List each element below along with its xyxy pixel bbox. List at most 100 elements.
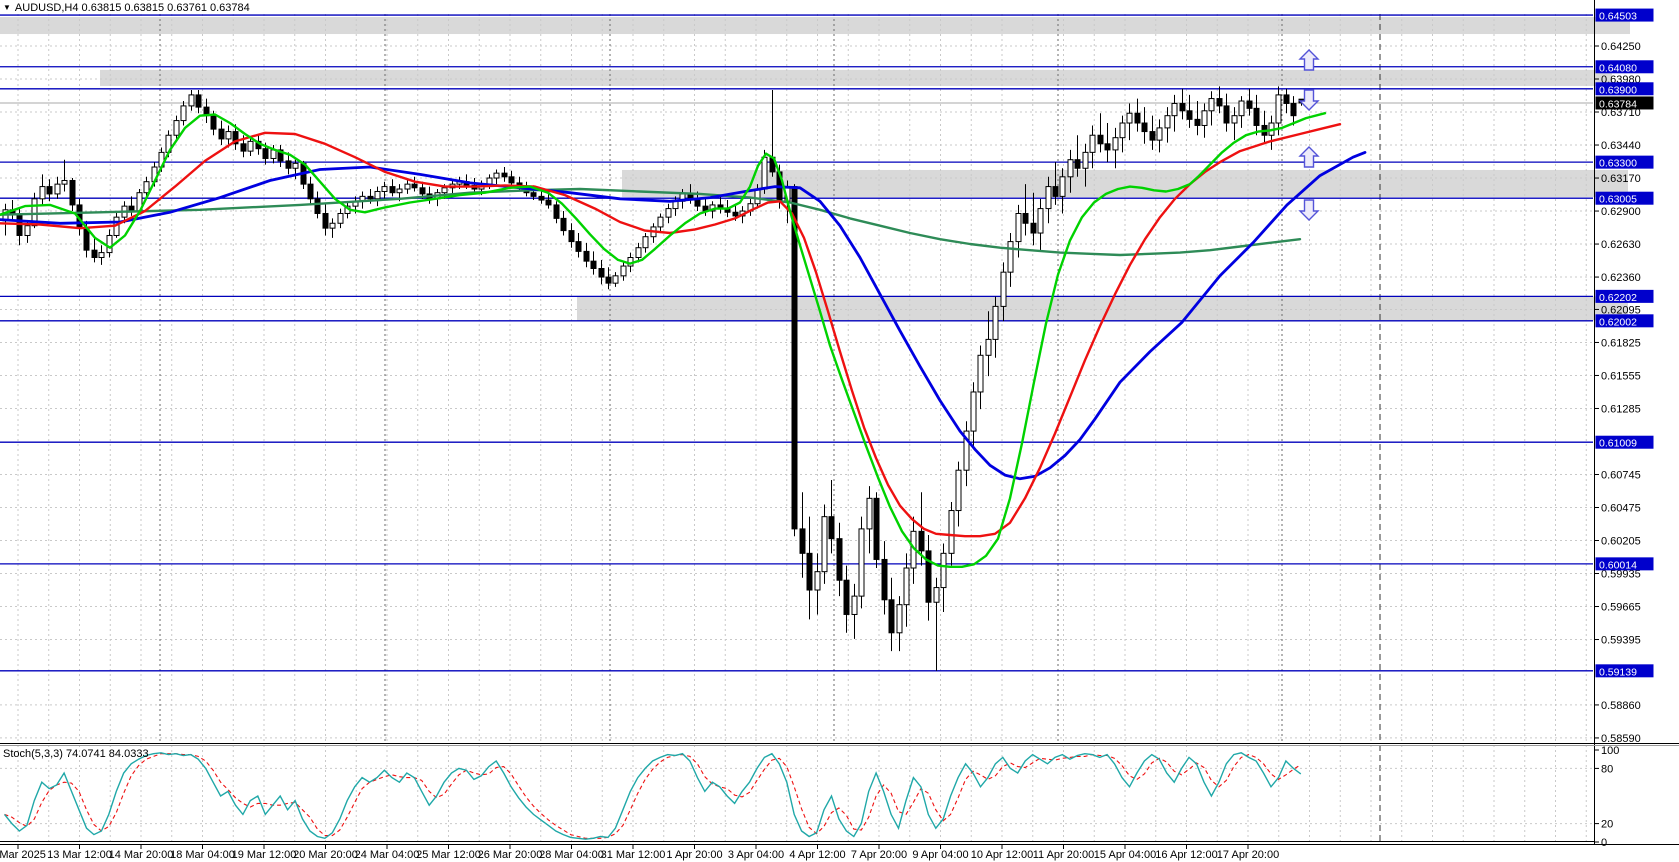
bear-candle [232, 131, 239, 145]
price-level-badge [1595, 155, 1654, 169]
price-tick-label: 0.61285 [1601, 403, 1641, 415]
price-tick-label: 0.63710 [1601, 107, 1641, 119]
bull-candle [821, 516, 828, 573]
stochastic-pane[interactable] [0, 752, 1593, 840]
time-axis-label: 18 Mar 04:00 [170, 849, 235, 861]
bear-candle [1216, 98, 1223, 107]
ma-fast-polyline [0, 111, 1327, 568]
time-axis-label: 13 Mar 12:00 [47, 849, 112, 861]
price-level-badge [1595, 82, 1654, 96]
bull-candle [977, 354, 984, 393]
bull-candle [635, 247, 642, 258]
bear-candle [598, 267, 605, 278]
stoch-tick-label: 0 [1601, 837, 1607, 849]
down-arrow-icon[interactable] [1298, 89, 1320, 111]
bull-candle [948, 510, 955, 554]
bull-candle [39, 186, 46, 200]
price-level-badge [1595, 60, 1654, 74]
trend-arrows[interactable] [1298, 49, 1320, 221]
price-level-badge [1595, 8, 1654, 22]
bull-candle [620, 265, 627, 277]
bull-candle [329, 222, 336, 229]
bear-candle [590, 260, 597, 269]
price-level-label: 0.62002 [1599, 316, 1637, 328]
bear-candle [411, 183, 418, 189]
price-level-label: 0.64080 [1599, 62, 1637, 74]
price-level-label: 0.62202 [1599, 292, 1637, 304]
bull-candle [1119, 122, 1126, 139]
price-tick-label: 0.62095 [1601, 304, 1641, 316]
bear-candle [575, 241, 582, 252]
bear-candle [836, 538, 843, 581]
price-level-badge [1595, 289, 1654, 303]
price-level-label: 0.60014 [1599, 559, 1637, 571]
bull-candle [1156, 127, 1163, 141]
time-axis-label: 4 Apr 12:00 [789, 849, 845, 861]
time-axis-label: 16 Apr 12:00 [1155, 849, 1217, 861]
bear-candle [91, 249, 98, 258]
bull-candle [963, 430, 970, 471]
bull-candle [851, 595, 858, 615]
bull-candle [985, 338, 992, 356]
bull-candle [1059, 176, 1066, 197]
bear-candle [240, 143, 247, 152]
price-level-label: 0.64503 [1599, 11, 1637, 23]
price-tick-label: 0.60475 [1601, 502, 1641, 514]
bull-candle [1126, 112, 1133, 124]
price-axis[interactable]: 0.642500.639800.637100.634400.631700.629… [1594, 0, 1654, 849]
price-tick-label: 0.60205 [1601, 536, 1641, 548]
bull-candle [31, 198, 38, 227]
bear-candle [799, 528, 806, 554]
down-arrow-icon[interactable] [1298, 199, 1320, 221]
chart-title: ▼ AUDUSD,H4 0.63815 0.63815 0.63761 0.637… [3, 2, 250, 14]
bull-candle [180, 105, 187, 122]
time-axis-label: 10 Apr 12:00 [971, 849, 1033, 861]
time-axis-label: 31 Mar 12:00 [601, 849, 666, 861]
symbol-dropdown-icon[interactable]: ▼ [3, 3, 11, 12]
bear-candle [419, 187, 426, 195]
ma-mid-polyline [0, 122, 1342, 538]
bear-candle [888, 599, 895, 634]
current-price-label: 0.63784 [1599, 98, 1637, 110]
bull-candle [1164, 115, 1171, 129]
bear-candle [538, 195, 545, 201]
bear-candle [791, 186, 798, 530]
bull-candle [970, 391, 977, 432]
bull-candle [143, 181, 150, 194]
bull-candle [665, 208, 672, 218]
price-level-label: 0.59139 [1599, 666, 1637, 678]
time-axis-label: 19 Mar 12:00 [232, 849, 297, 861]
bear-candle [553, 204, 560, 219]
zone-rectangle[interactable] [0, 17, 1630, 35]
bull-candle [98, 252, 105, 258]
bull-candle [761, 156, 768, 190]
bull-candle [1171, 102, 1178, 117]
bear-candle [1030, 222, 1037, 234]
bull-candle [374, 190, 381, 200]
price-tick-label: 0.61555 [1601, 370, 1641, 382]
bear-candle [1134, 112, 1141, 124]
price-tick-label: 0.63440 [1601, 140, 1641, 152]
bull-candle [955, 469, 962, 512]
bear-candle [314, 198, 321, 214]
bear-candle [1022, 212, 1029, 224]
bear-candle [1074, 159, 1081, 169]
bull-candle [1082, 151, 1089, 169]
bull-candle [292, 162, 299, 169]
up-arrow-icon[interactable] [1298, 49, 1320, 71]
bear-candle [210, 115, 217, 130]
bull-candle [486, 177, 493, 185]
bear-candle [1141, 122, 1148, 133]
stoch-tick-label: 80 [1601, 763, 1613, 775]
zone-rectangle[interactable] [577, 296, 1628, 321]
up-arrow-icon[interactable] [1298, 146, 1320, 168]
bear-candle [732, 211, 739, 217]
bull-candle [1045, 186, 1052, 210]
price-tick-label: 0.59665 [1601, 602, 1641, 614]
zone-rectangle[interactable] [100, 69, 1612, 86]
bull-candle [1089, 134, 1096, 153]
stoch-signal-polyline [4, 753, 1302, 839]
period-separators [159, 14, 1381, 841]
